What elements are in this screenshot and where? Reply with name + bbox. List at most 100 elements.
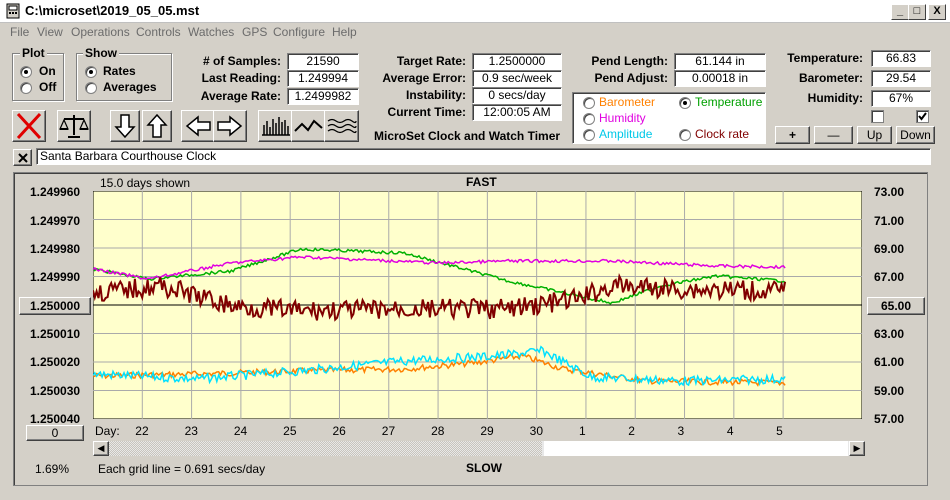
plot-on-label[interactable]: On [39, 64, 56, 78]
rate-plot-area[interactable] [93, 191, 862, 419]
humidity-trace [93, 255, 786, 281]
left-axis-tick: 1.250020 [30, 355, 81, 369]
overlay-humidity-radio[interactable] [583, 113, 595, 125]
scrollbar-right-arrow[interactable]: ▶ [849, 441, 865, 456]
overlay-humidity-label[interactable]: Humidity [599, 111, 646, 125]
right-arrow-icon [217, 115, 243, 137]
menu-gps[interactable]: GPS [242, 25, 268, 39]
down-arrow-icon [114, 114, 136, 139]
right-axis-tick: 69.00 [874, 242, 905, 256]
offset-value-button[interactable]: 0 [26, 425, 84, 441]
app-icon [6, 3, 20, 19]
overlay-amplitude-radio[interactable] [583, 129, 595, 141]
line-graph-icon [294, 119, 323, 132]
scrollbar-thumb[interactable] [544, 441, 848, 456]
window-title: C:\microset\2019_05_05.mst [25, 3, 200, 18]
day-tick-label: 25 [283, 424, 297, 438]
overlay-barometer-label[interactable]: Barometer [599, 95, 656, 109]
instability-field: 0 secs/day [472, 87, 562, 104]
pend-adjust-field: 0.00018 in [674, 70, 766, 87]
show-group-title: Show [83, 46, 119, 60]
menu-operations[interactable]: Operations [71, 25, 130, 39]
right-axis-tick: 73.00 [874, 185, 905, 199]
menu-view[interactable]: View [37, 25, 63, 39]
title-bar: C:\microset\2019_05_05.mst _ □ X [0, 0, 950, 23]
scroll-right-button[interactable] [213, 110, 247, 142]
last-reading-label: Last Reading: [201, 71, 281, 85]
menu-watches[interactable]: Watches [188, 25, 235, 39]
balance-button[interactable] [57, 110, 91, 142]
menu-controls[interactable]: Controls [136, 25, 181, 39]
days-shown-label: 15.0 days shown [100, 176, 191, 190]
show-rates-radio[interactable] [85, 66, 97, 78]
description-field[interactable]: Santa Barbara Courthouse Clock [36, 148, 931, 165]
scroll-up-button[interactable] [142, 110, 172, 142]
overlay-clock-rate-radio[interactable] [679, 129, 691, 141]
instability-label: Instability: [405, 88, 466, 102]
day-axis-ticks: 22 23 24 25 26 27 28 29 30 1 2 3 4 5 [93, 424, 862, 438]
scroll-left-button[interactable] [181, 110, 215, 142]
overlay-clock-rate-label[interactable]: Clock rate [695, 127, 750, 141]
current-time-field: 12:00:05 AM [472, 104, 562, 121]
target-rate-field: 1.2500000 [472, 53, 562, 70]
stop-button[interactable] [12, 110, 46, 142]
minimize-button[interactable]: _ [891, 4, 909, 20]
day-tick-label: 27 [381, 424, 396, 438]
scrollbar-left-arrow[interactable]: ◀ [93, 441, 109, 456]
right-axis-tick: 61.00 [874, 355, 905, 369]
clear-description-button[interactable] [13, 149, 32, 166]
overlay-temperature-radio[interactable] [679, 97, 691, 109]
left-checkbox[interactable] [871, 110, 884, 123]
humidity-field: 67% [871, 90, 931, 107]
average-error-field: 0.9 sec/week [472, 70, 562, 87]
red-x-icon [16, 112, 42, 140]
menu-file[interactable]: File [10, 25, 30, 39]
histogram-button[interactable] [258, 110, 293, 142]
show-averages-radio[interactable] [85, 82, 97, 94]
right-axis-tick: 63.00 [874, 327, 905, 341]
scroll-down-button[interactable] [110, 110, 140, 142]
wave-graph-button[interactable] [324, 110, 359, 142]
close-window-button[interactable]: X [928, 4, 946, 20]
menu-help[interactable]: Help [332, 25, 357, 39]
right-checkbox[interactable] [916, 110, 929, 123]
plot-on-radio[interactable] [20, 66, 32, 78]
increase-button[interactable]: + [775, 126, 810, 144]
left-axis-tick: 1.249970 [30, 214, 81, 228]
right-axis-tick: 71.00 [874, 214, 905, 228]
down-button[interactable]: Down [896, 126, 935, 144]
amplitude-trace [93, 345, 786, 387]
decrease-button[interactable]: — [814, 126, 853, 144]
plot-off-radio[interactable] [20, 82, 32, 94]
overlay-amplitude-label[interactable]: Amplitude [599, 127, 653, 141]
maximize-button[interactable]: □ [908, 4, 926, 20]
menu-configure[interactable]: Configure [273, 25, 326, 39]
show-rates-label[interactable]: Rates [103, 64, 136, 78]
pend-length-field: 61.144 in [674, 53, 766, 70]
up-button[interactable]: Up [857, 126, 892, 144]
humidity-label: Humidity: [807, 91, 863, 105]
pend-length-label: Pend Length: [591, 54, 668, 68]
target-rate-label: Target Rate: [396, 54, 466, 68]
line-graph-button[interactable] [291, 110, 326, 142]
current-time-label: Current Time: [387, 105, 466, 119]
left-axis-center-button[interactable]: 1.250000 [19, 297, 91, 315]
slow-label: SLOW [466, 461, 502, 475]
day-tick-label: 29 [480, 424, 494, 438]
percent-label: 1.69% [35, 462, 70, 476]
horizontal-scrollbar[interactable]: ◀ ▶ [93, 441, 865, 456]
fast-label: FAST [466, 175, 497, 189]
overlay-barometer-radio[interactable] [583, 97, 595, 109]
overlay-temperature-label[interactable]: Temperature [695, 95, 763, 109]
app-caption: MicroSet Clock and Watch Timer [374, 129, 561, 143]
samples-field: 21590 [287, 53, 359, 70]
plot-group-title: Plot [20, 46, 47, 60]
show-averages-label[interactable]: Averages [103, 80, 157, 94]
close-icon [17, 153, 28, 163]
plot-off-label[interactable]: Off [39, 80, 57, 94]
day-tick-label: 26 [332, 424, 346, 438]
average-rate-field: 1.2499982 [287, 88, 359, 105]
scrollbar-track[interactable] [109, 441, 542, 456]
right-axis-tick: 59.00 [874, 384, 905, 398]
right-axis-center-button[interactable]: 65.00 [867, 297, 925, 315]
